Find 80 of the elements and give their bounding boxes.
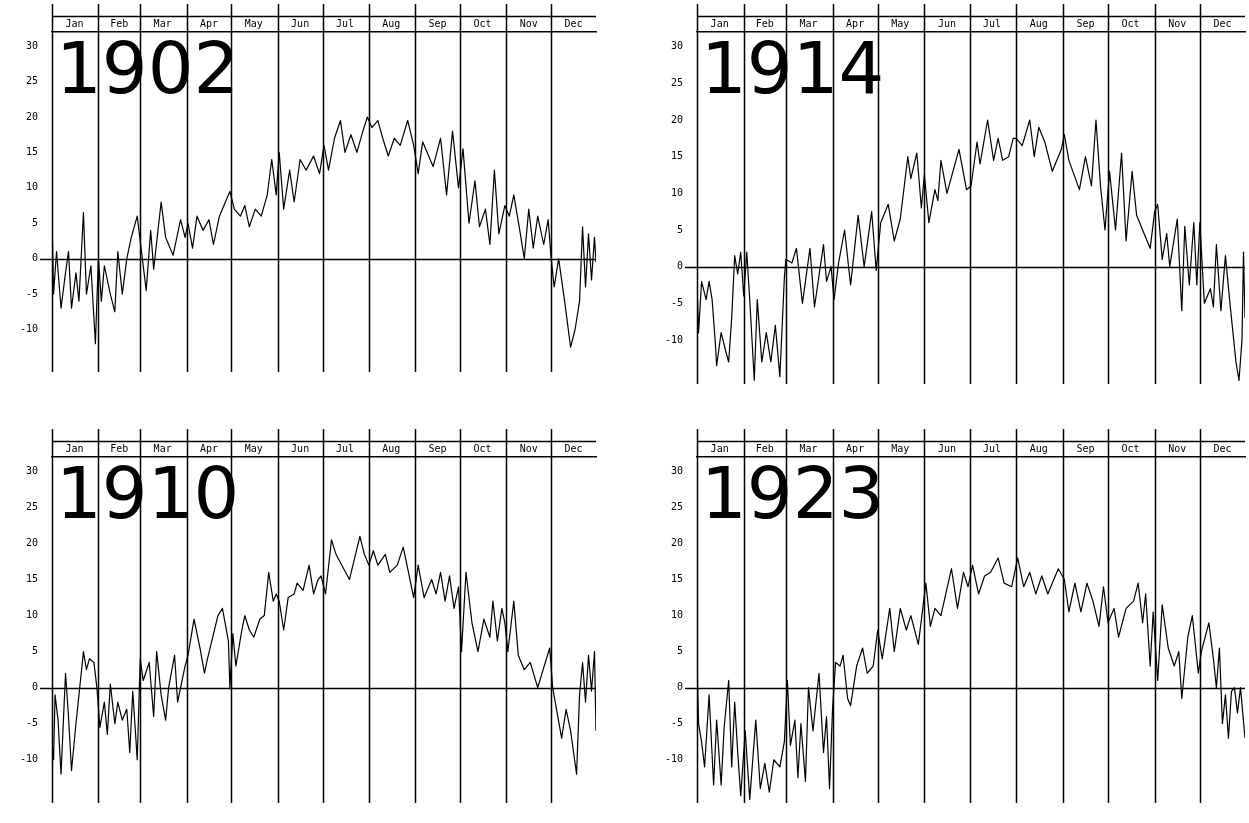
- x-tick-label: Jun: [291, 442, 310, 454]
- x-tick-label: Jan: [65, 17, 84, 29]
- y-tick-label: 30: [671, 40, 684, 52]
- x-tick-label: Sep: [1076, 17, 1095, 29]
- x-tick-label: Feb: [110, 442, 129, 454]
- x-tick-label: Aug: [1029, 17, 1048, 29]
- x-tick-label: Feb: [755, 17, 774, 29]
- x-tick-label: Oct: [1121, 17, 1140, 29]
- y-tick-label: 0: [677, 681, 684, 693]
- y-tick-label: 5: [677, 223, 684, 235]
- y-tick-label: 25: [26, 501, 39, 513]
- y-tick-label: 20: [671, 113, 684, 125]
- y-tick-label: 10: [26, 181, 39, 193]
- y-tick-label: -5: [671, 296, 684, 308]
- y-tick-label: 15: [671, 573, 684, 585]
- x-tick-label: Sep: [428, 442, 447, 454]
- x-tick-label: May: [244, 442, 263, 454]
- y-tick-label: 30: [671, 465, 684, 477]
- y-tick-label: 15: [26, 146, 39, 158]
- x-tick-label: Nov: [519, 442, 538, 454]
- x-tick-label: Nov: [1168, 17, 1187, 29]
- x-tick-label: May: [891, 17, 910, 29]
- x-tick-label: Dec: [1213, 442, 1232, 454]
- x-tick-label: May: [244, 17, 263, 29]
- y-tick-label: 5: [677, 645, 684, 657]
- x-tick-label: Jun: [291, 17, 310, 29]
- y-tick-label: 20: [26, 110, 39, 122]
- x-tick-label: Sep: [428, 17, 447, 29]
- x-tick-label: Oct: [473, 442, 492, 454]
- y-tick-label: -10: [665, 333, 684, 345]
- x-tick-label: Jul: [335, 442, 354, 454]
- y-tick-label: -10: [20, 323, 39, 335]
- x-tick-label: Aug: [382, 17, 401, 29]
- y-tick-label: 15: [671, 150, 684, 162]
- x-tick-label: Dec: [564, 17, 583, 29]
- y-tick-label: 5: [32, 216, 39, 228]
- x-tick-label: Nov: [519, 17, 538, 29]
- x-tick-label: Oct: [473, 17, 492, 29]
- x-tick-label: Feb: [110, 17, 129, 29]
- y-tick-label: -5: [26, 287, 39, 299]
- y-tick-label: 0: [32, 681, 39, 693]
- x-tick-label: Jul: [983, 17, 1002, 29]
- y-tick-label: -10: [20, 753, 39, 765]
- x-tick-label: Jul: [983, 442, 1002, 454]
- x-tick-label: Jul: [335, 17, 354, 29]
- y-tick-label: 20: [671, 537, 684, 549]
- x-tick-label: Jun: [937, 442, 956, 454]
- x-tick-label: Mar: [799, 17, 818, 29]
- y-tick-label: 10: [671, 186, 684, 198]
- x-tick-label: May: [891, 442, 910, 454]
- x-tick-label: Mar: [153, 17, 172, 29]
- y-tick-label: 5: [32, 645, 39, 657]
- x-tick-label: Nov: [1168, 442, 1187, 454]
- y-tick-label: 30: [26, 465, 39, 477]
- x-tick-label: Aug: [382, 442, 401, 454]
- y-tick-label: 10: [26, 609, 39, 621]
- x-tick-label: Jan: [65, 442, 84, 454]
- y-tick-label: 30: [26, 39, 39, 51]
- y-tick-label: 25: [26, 75, 39, 87]
- x-tick-label: Dec: [564, 442, 583, 454]
- y-tick-label: -5: [671, 717, 684, 729]
- x-tick-label: Jan: [710, 442, 729, 454]
- x-tick-label: Aug: [1029, 442, 1048, 454]
- y-tick-label: 0: [32, 252, 39, 264]
- y-tick-label: 15: [26, 573, 39, 585]
- x-tick-label: Feb: [755, 442, 774, 454]
- x-tick-label: Dec: [1213, 17, 1232, 29]
- x-tick-label: Mar: [153, 442, 172, 454]
- x-tick-label: Oct: [1121, 442, 1140, 454]
- x-tick-label: Sep: [1076, 442, 1095, 454]
- y-tick-label: 10: [671, 609, 684, 621]
- y-tick-label: 25: [671, 501, 684, 513]
- x-tick-label: Mar: [799, 442, 818, 454]
- x-tick-label: Jan: [710, 17, 729, 29]
- y-tick-label: 20: [26, 537, 39, 549]
- y-tick-label: -10: [665, 753, 684, 765]
- y-tick-label: -5: [26, 717, 39, 729]
- y-tick-label: 0: [677, 260, 684, 272]
- x-tick-label: Jun: [937, 17, 956, 29]
- y-tick-label: 25: [671, 76, 684, 88]
